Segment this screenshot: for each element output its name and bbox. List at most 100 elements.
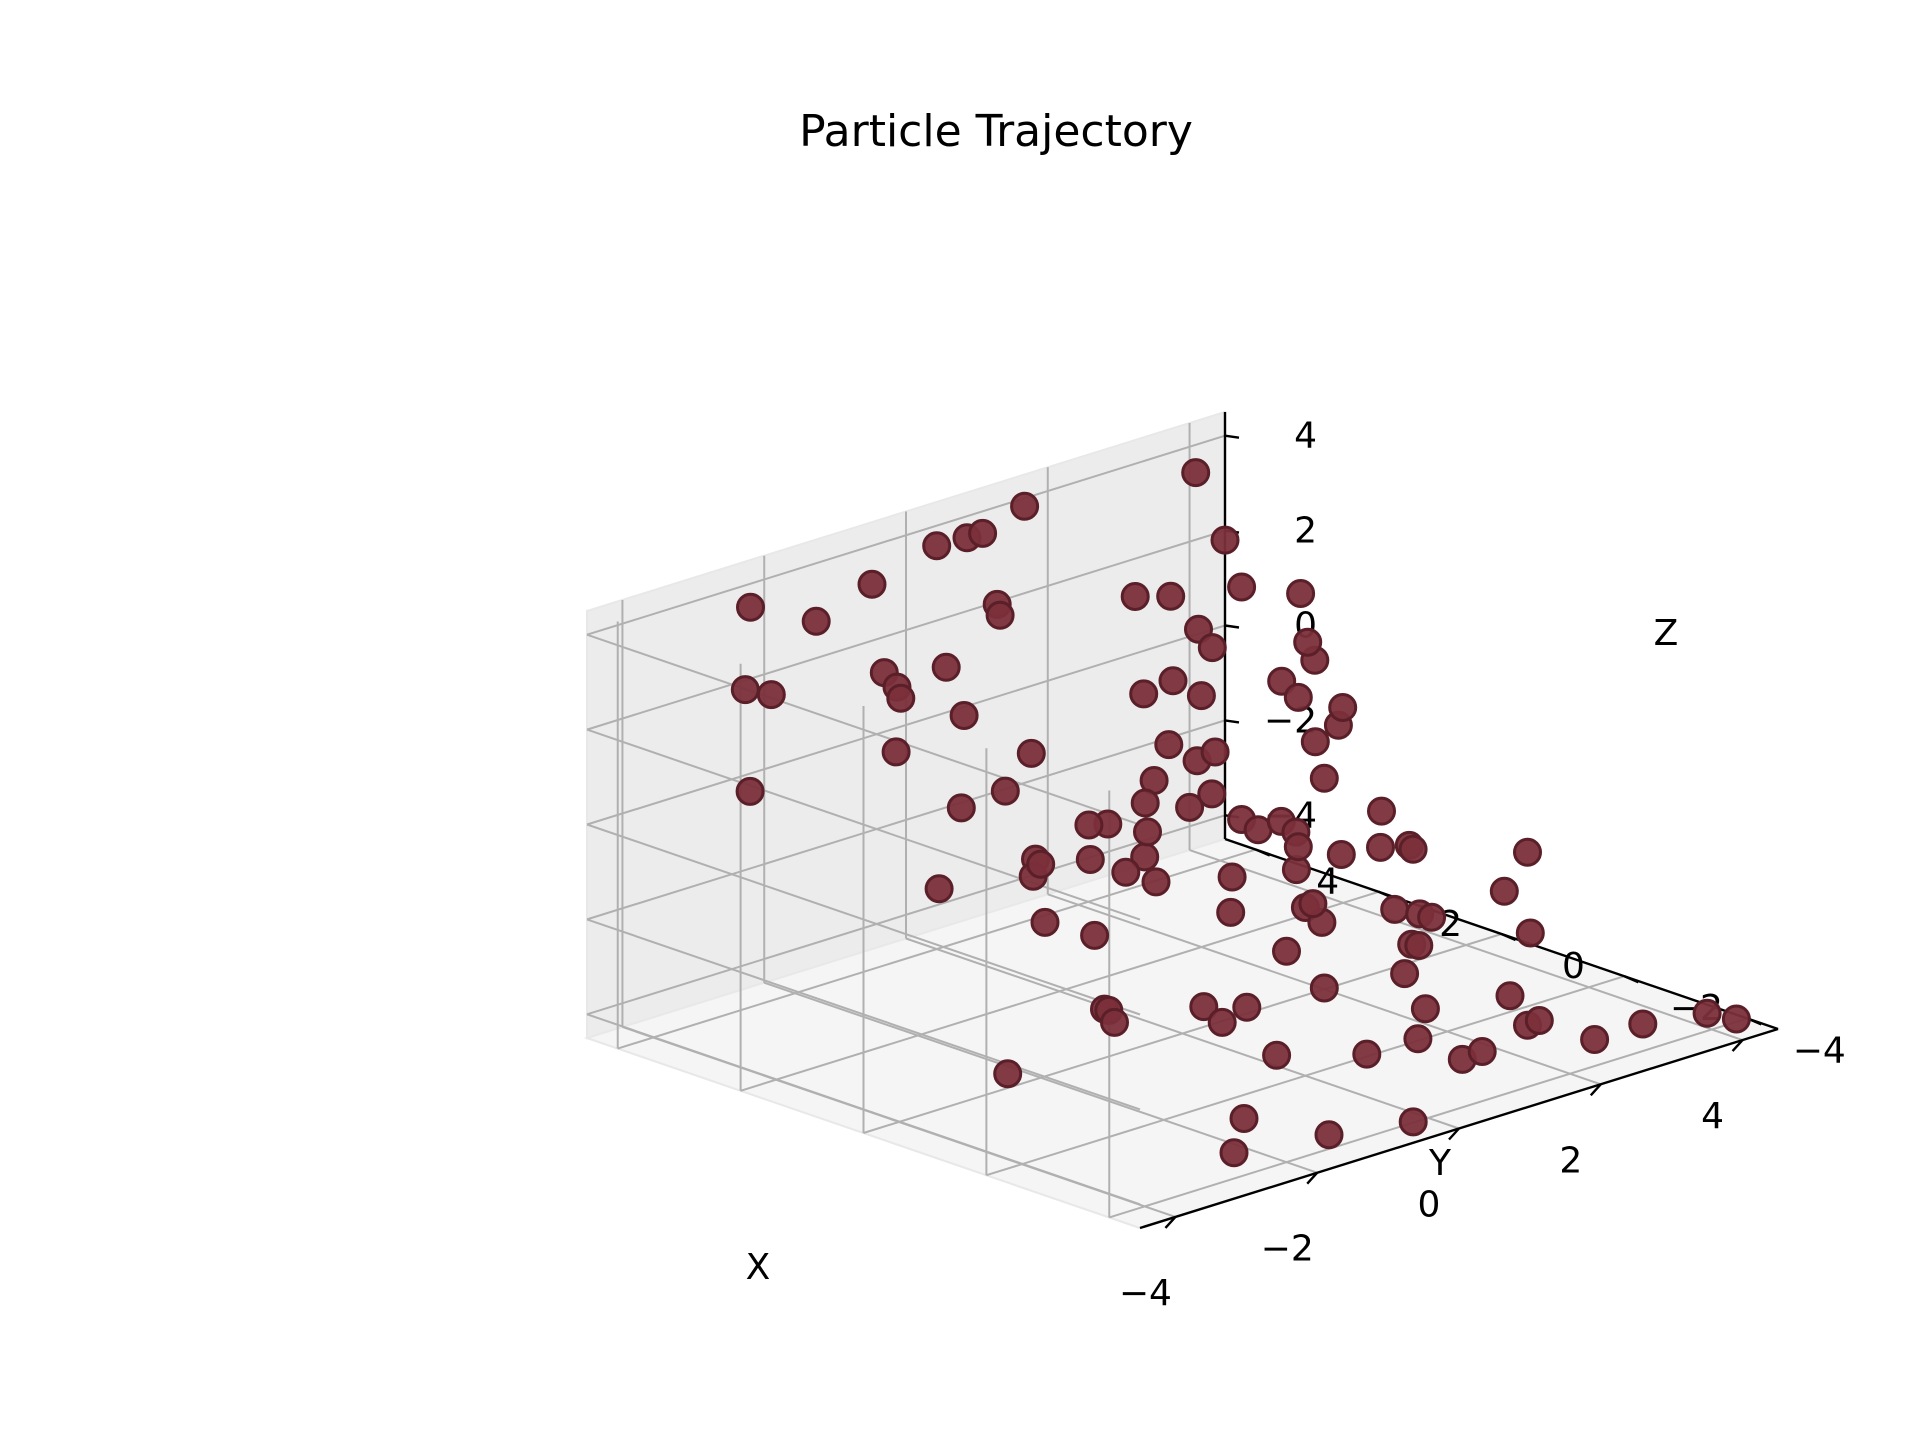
data-point — [1227, 572, 1257, 602]
data-point — [1692, 998, 1722, 1028]
z-tick-mark — [1224, 719, 1240, 724]
data-point — [931, 652, 961, 682]
data-point — [1232, 992, 1262, 1022]
data-point — [1283, 682, 1313, 712]
gridline-z-back — [586, 814, 1226, 1016]
data-point — [1133, 817, 1162, 847]
x-axis-label: X — [746, 1247, 771, 1288]
data-point — [881, 737, 911, 767]
data-point — [1404, 931, 1434, 960]
data-point — [1262, 1040, 1292, 1070]
data-point — [1156, 581, 1186, 611]
data-point — [1328, 693, 1358, 722]
data-point — [1181, 458, 1211, 488]
data-point — [1216, 897, 1246, 927]
data-point — [1130, 788, 1160, 818]
data-point — [730, 675, 760, 705]
data-point — [1200, 737, 1230, 767]
data-point — [1390, 959, 1420, 989]
chart-title: Particle Trajectory — [799, 106, 1193, 157]
gridline-z-back — [586, 529, 1226, 731]
data-point — [886, 683, 916, 713]
data-point — [1298, 889, 1328, 919]
gridline-y-floor — [1108, 1017, 1748, 1219]
data-point — [1026, 849, 1056, 879]
data-point — [1175, 792, 1205, 822]
data-point — [946, 793, 976, 823]
data-point — [1380, 894, 1410, 924]
data-point — [1352, 1039, 1382, 1069]
x-tick-label: −2 — [1261, 1229, 1314, 1270]
x-tick-label: −4 — [1119, 1273, 1172, 1314]
scatter-points — [730, 458, 1751, 1168]
gridline-z-back — [586, 624, 1226, 826]
gridline-y-floor — [986, 975, 1625, 1177]
data-point — [1100, 1007, 1129, 1037]
data-point — [756, 680, 786, 710]
data-point — [1300, 727, 1330, 757]
data-point — [735, 776, 765, 806]
data-point — [993, 1059, 1023, 1089]
data-point — [1367, 796, 1396, 826]
z-tick-label: 2 — [1294, 511, 1317, 552]
y-tick-mark — [1501, 932, 1516, 942]
x-tick-mark — [1731, 1039, 1744, 1052]
data-point — [1217, 862, 1247, 892]
gridline-z-left — [586, 1013, 1141, 1206]
axis-lines — [1139, 412, 1779, 1230]
data-point — [1309, 763, 1339, 793]
x-tick-label: 2 — [1559, 1140, 1582, 1181]
gridline-y-floor — [740, 890, 1379, 1092]
z-tick-mark — [1224, 434, 1240, 439]
data-point — [1229, 1104, 1259, 1133]
data-point — [985, 600, 1015, 630]
data-point — [1417, 902, 1447, 932]
data-point — [1513, 837, 1542, 867]
x-tick-mark — [1164, 1216, 1177, 1229]
data-point — [1074, 810, 1104, 840]
z-tick-mark — [1224, 624, 1240, 629]
data-point — [1309, 973, 1339, 1003]
z-axis-label: Z — [1654, 613, 1679, 654]
x-tick-label: 0 — [1418, 1185, 1441, 1226]
data-point — [1398, 1107, 1428, 1137]
x-tick-mark — [1306, 1171, 1319, 1185]
data-point — [1515, 918, 1545, 948]
data-point — [1030, 907, 1060, 937]
data-point — [949, 701, 979, 730]
data-point — [1120, 582, 1150, 611]
data-point — [922, 531, 952, 561]
data-point — [1366, 832, 1395, 862]
data-point — [1314, 1120, 1344, 1150]
data-point — [1189, 992, 1219, 1022]
data-point — [1293, 627, 1323, 657]
data-point — [1111, 857, 1141, 887]
data-point — [968, 518, 998, 548]
data-point — [1489, 876, 1519, 906]
gridline-z-left — [586, 728, 1141, 921]
data-point — [1010, 491, 1040, 521]
data-point — [1210, 525, 1240, 555]
x-tick-mark — [1589, 1083, 1602, 1097]
data-point — [1129, 679, 1159, 709]
data-point — [1524, 1006, 1554, 1035]
data-point — [1286, 579, 1316, 608]
data-point — [990, 776, 1020, 806]
data-point — [1326, 840, 1356, 869]
gridline-z-back — [586, 434, 1226, 636]
y-tick-label: 0 — [1562, 946, 1585, 987]
data-point — [1467, 1037, 1497, 1066]
data-point — [736, 592, 765, 622]
data-point — [1628, 1009, 1658, 1039]
data-point — [1158, 666, 1188, 696]
data-point — [1186, 681, 1216, 711]
x-tick-mark — [1448, 1127, 1460, 1141]
data-point — [924, 874, 954, 904]
data-point — [1403, 1024, 1433, 1054]
gridline-z-left — [586, 918, 1141, 1111]
x-tick-label: 4 — [1701, 1096, 1724, 1137]
data-point — [1075, 845, 1105, 874]
gridline-z-left — [586, 823, 1141, 1016]
data-point — [1016, 738, 1046, 768]
